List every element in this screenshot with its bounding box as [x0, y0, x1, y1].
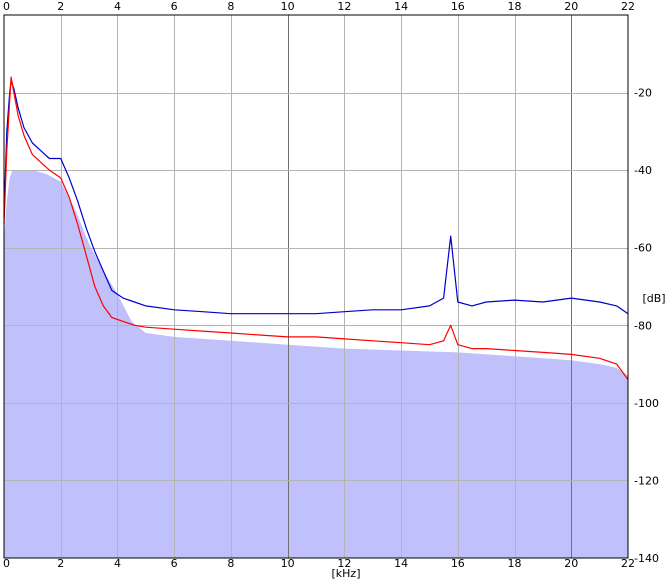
- fill-layer: [4, 170, 628, 558]
- x-tick-label-bottom: 10: [281, 557, 295, 570]
- y-tick-label: -40: [634, 164, 652, 177]
- x-axis-label: [kHz]: [332, 567, 361, 579]
- x-tick-label-top: 18: [508, 0, 522, 13]
- y-tick-label: -140: [634, 552, 659, 565]
- y-tick-label: -20: [634, 87, 652, 100]
- x-tick-label-top: 0: [3, 0, 10, 13]
- x-tick-label-top: 4: [114, 0, 121, 13]
- y-tick-label: -60: [634, 242, 652, 255]
- x-tick-label-top: 20: [564, 0, 578, 13]
- x-tick-label-top: 10: [281, 0, 295, 13]
- y-tick-label: -80: [634, 319, 652, 332]
- line-layer: [3, 76, 629, 380]
- y-tick-label: -100: [634, 397, 659, 410]
- x-tick-label-bottom: 22: [621, 557, 635, 570]
- series-line-0: [3, 80, 629, 315]
- x-tick-label-bottom: 2: [57, 557, 64, 570]
- x-tick-label-bottom: 14: [394, 557, 408, 570]
- x-tick-label-top: 22: [621, 0, 635, 13]
- series-area-2: [4, 170, 628, 558]
- y-tick-label: -120: [634, 474, 659, 487]
- x-tick-label-top: 6: [171, 0, 178, 13]
- x-tick-label-bottom: 12: [337, 557, 351, 570]
- x-tick-label-bottom: 6: [171, 557, 178, 570]
- x-tick-label-bottom: 20: [564, 557, 578, 570]
- plot-frame: [3, 14, 629, 559]
- x-tick-label-bottom: 8: [227, 557, 234, 570]
- x-tick-label-top: 12: [337, 0, 351, 13]
- y-axis-label: [dB]: [642, 292, 665, 305]
- x-tick-label-bottom: 0: [3, 557, 10, 570]
- x-tick-label-bottom: 18: [508, 557, 522, 570]
- x-tick-label-bottom: 4: [114, 557, 121, 570]
- x-tick-label-top: 2: [57, 0, 64, 13]
- x-tick-label-top: 8: [227, 0, 234, 13]
- x-tick-label-top: 16: [451, 0, 465, 13]
- label-layer: 00224466881010121214141616181820202222-2…: [3, 0, 659, 570]
- series-line-1: [3, 76, 629, 380]
- grid-layer: [4, 15, 628, 558]
- x-tick-label-bottom: 16: [451, 557, 465, 570]
- x-tick-label-top: 14: [394, 0, 408, 13]
